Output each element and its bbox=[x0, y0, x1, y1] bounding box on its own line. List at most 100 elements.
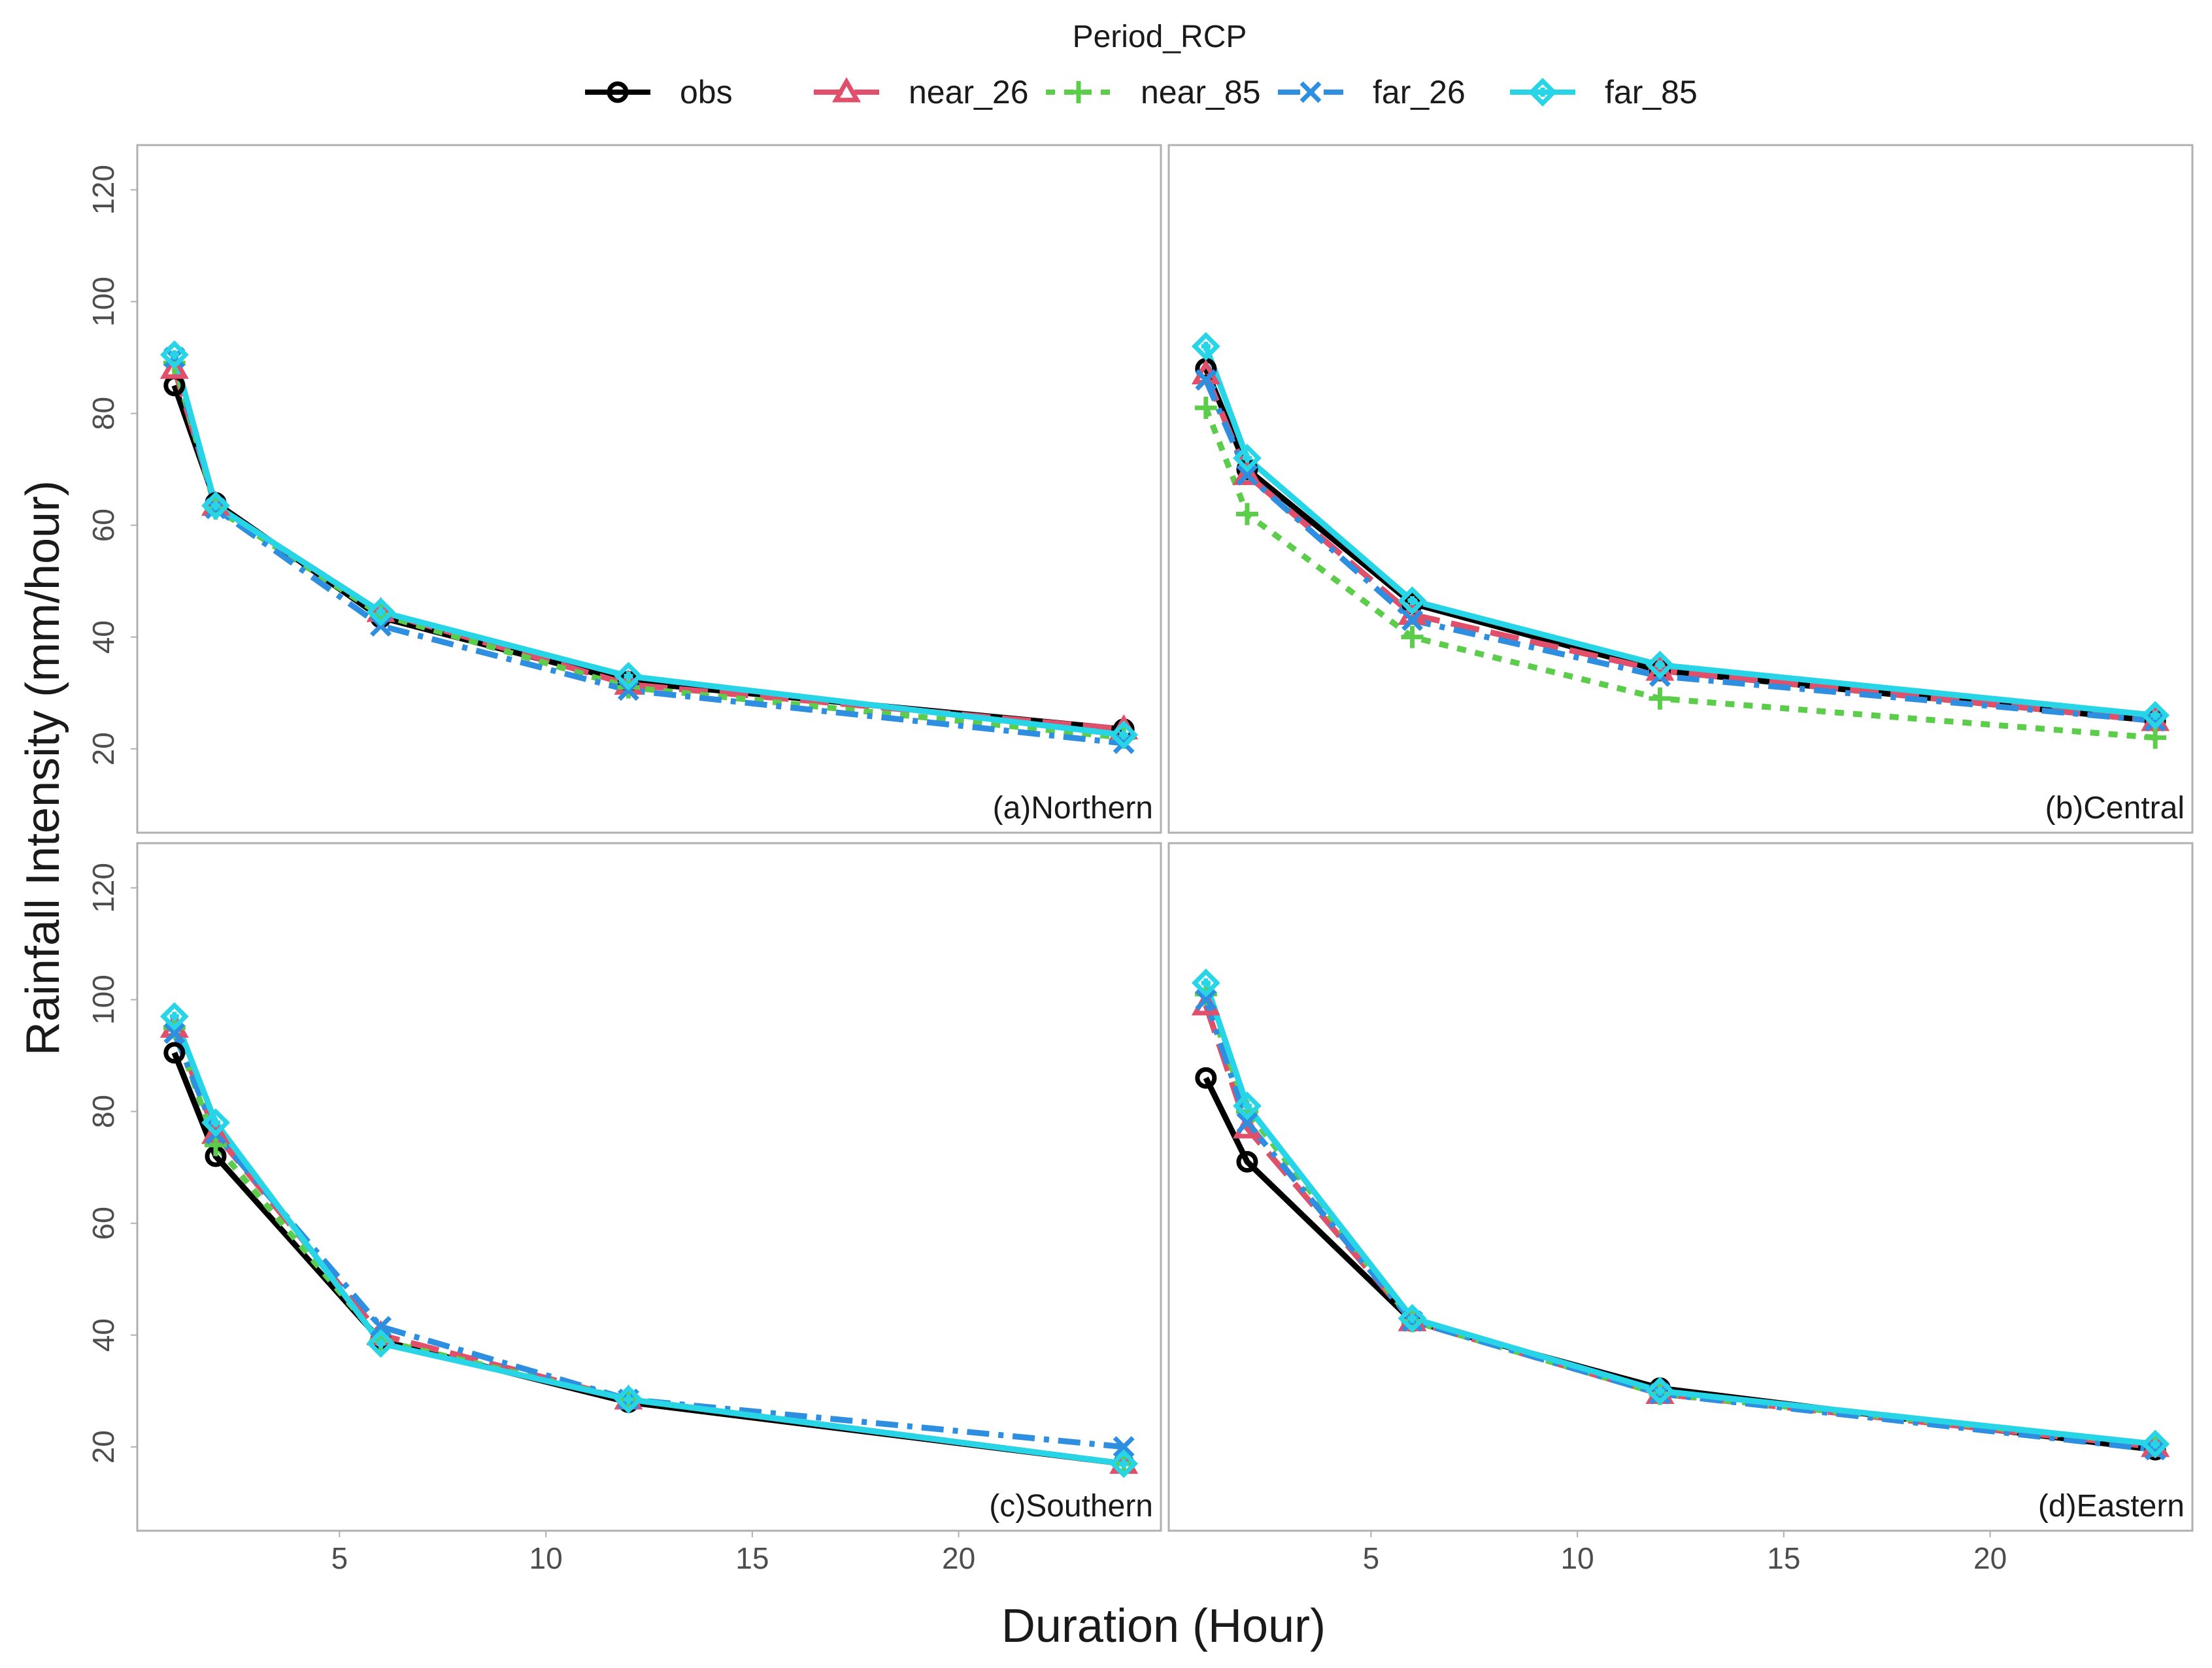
panel-label: (d)Eastern bbox=[2038, 1489, 2185, 1524]
point-far_26 bbox=[2144, 710, 2166, 732]
panel-frame bbox=[1167, 144, 2194, 834]
legend-label-obs: obs bbox=[680, 74, 733, 110]
series-line-far_26 bbox=[171, 1032, 1124, 1450]
point-far_85 bbox=[366, 597, 395, 627]
panel-anorthern: 20 40 60 80 100 120 (a)Northern bbox=[86, 144, 1162, 834]
point-far_85 bbox=[1407, 1313, 1417, 1323]
point-far_85 bbox=[1233, 1092, 1262, 1120]
point-far_26 bbox=[1113, 1436, 1135, 1458]
point-far_26 bbox=[1195, 369, 1217, 391]
point-far_26 bbox=[2144, 1439, 2166, 1461]
point-far_26 bbox=[370, 1316, 392, 1338]
legend-marker-far_85 bbox=[1528, 78, 1557, 107]
point-far_85 bbox=[1201, 341, 1211, 351]
panel-bcentral: (b)Central bbox=[1167, 144, 2194, 834]
panel-label: (b)Central bbox=[2045, 791, 2185, 826]
x-tick-label: 10 bbox=[1561, 1541, 1594, 1575]
panels: 20 40 60 80 100 120 (a)Northern (b)Central 20 40 6… bbox=[86, 144, 2194, 1575]
point-obs bbox=[1236, 1151, 1258, 1173]
point-far_85 bbox=[624, 671, 633, 681]
legend-label-near_85: near_85 bbox=[1141, 74, 1261, 110]
point-near_85 bbox=[1194, 396, 1217, 419]
point-far_85 bbox=[1398, 1304, 1427, 1333]
legend-entry-near_26: near_26 bbox=[814, 74, 1029, 110]
x-tick-label: 10 bbox=[529, 1541, 563, 1575]
point-far_85 bbox=[1398, 586, 1427, 616]
point-far_85 bbox=[1645, 650, 1675, 680]
y-tick-label: 60 bbox=[86, 509, 120, 542]
x-tick-label: 20 bbox=[942, 1541, 975, 1575]
panel-csouthern: 20 40 60 80 100 120 5 10 15 20 (c)Southern bbox=[86, 842, 1162, 1575]
point-far_85 bbox=[376, 1339, 386, 1348]
x-tick-label: 15 bbox=[735, 1541, 769, 1575]
x-tick-label: 5 bbox=[1363, 1541, 1380, 1575]
y-tick-label: 40 bbox=[86, 1318, 120, 1352]
point-far_85 bbox=[1233, 444, 1262, 473]
panel-frame bbox=[136, 842, 1162, 1532]
point-far_85 bbox=[1109, 1449, 1139, 1478]
panel-label: (c)Southern bbox=[989, 1489, 1153, 1524]
x-tick-label: 20 bbox=[1973, 1541, 2007, 1575]
y-axis-title: Rainfall Intensity (mm/hour) bbox=[17, 480, 69, 1056]
y-tick-label: 100 bbox=[86, 975, 120, 1025]
point-far_85 bbox=[1119, 1459, 1129, 1469]
legend-entry-near_85: near_85 bbox=[1046, 74, 1261, 110]
legend-marker-far_85 bbox=[1538, 88, 1547, 97]
point-far_85 bbox=[1242, 1101, 1252, 1110]
point-far_85 bbox=[1645, 1376, 1675, 1406]
legend-title: Period_RCP bbox=[1073, 20, 1247, 54]
point-far_85 bbox=[210, 1118, 220, 1127]
y-tick-label: 100 bbox=[86, 276, 120, 327]
point-far_85 bbox=[1242, 453, 1252, 463]
x-axis-title: Duration (Hour) bbox=[1001, 1600, 1326, 1652]
legend-marker-far_26 bbox=[1299, 81, 1322, 103]
point-far_85 bbox=[1201, 978, 1211, 988]
legend: Period_RCP obs near_26 near_85 far_26 far_85 bbox=[585, 20, 1698, 110]
point-near_85 bbox=[1235, 503, 1258, 525]
legend-marker-near_85 bbox=[1067, 81, 1090, 103]
series-line-near_85 bbox=[171, 362, 1124, 741]
point-far_26 bbox=[1236, 464, 1258, 486]
point-far_85 bbox=[1407, 596, 1417, 606]
y-tick-label: 20 bbox=[86, 732, 120, 765]
point-far_26 bbox=[1195, 989, 1217, 1010]
y-tick-label: 20 bbox=[86, 1430, 120, 1463]
point-far_26 bbox=[163, 1022, 186, 1044]
y-tick-label: 80 bbox=[86, 397, 120, 430]
point-far_85 bbox=[624, 1395, 633, 1405]
point-far_85 bbox=[1191, 331, 1220, 361]
legend-marker-near_26 bbox=[831, 76, 862, 103]
legend-entry-far_85: far_85 bbox=[1510, 74, 1698, 110]
legend-label-far_85: far_85 bbox=[1605, 74, 1698, 110]
y-tick-label: 40 bbox=[86, 620, 120, 654]
point-far_85 bbox=[201, 1108, 230, 1137]
point-far_85 bbox=[2141, 701, 2170, 730]
legend-label-far_26: far_26 bbox=[1373, 74, 1466, 110]
point-near_26 bbox=[159, 354, 189, 379]
point-obs bbox=[163, 1042, 186, 1064]
point-far_85 bbox=[210, 501, 220, 510]
point-near_26 bbox=[1232, 459, 1262, 486]
point-near_85 bbox=[1649, 687, 1671, 710]
point-far_26 bbox=[1236, 1112, 1258, 1134]
x-tick-label: 15 bbox=[1767, 1541, 1800, 1575]
point-near_85 bbox=[2144, 726, 2167, 749]
legend-entry-far_26: far_26 bbox=[1278, 74, 1466, 110]
point-far_85 bbox=[169, 1012, 179, 1022]
y-tick-label: 120 bbox=[86, 863, 120, 913]
legend-label-near_26: near_26 bbox=[909, 74, 1029, 110]
legend-entries: obs near_26 near_85 far_26 far_85 bbox=[585, 74, 1698, 110]
y-tick-label: 80 bbox=[86, 1095, 120, 1128]
point-far_85 bbox=[1655, 1386, 1665, 1396]
point-far_85 bbox=[1119, 730, 1129, 740]
y-tick-label: 120 bbox=[86, 165, 120, 215]
legend-entry-obs: obs bbox=[585, 74, 733, 110]
legend-marker-obs bbox=[607, 81, 629, 103]
point-far_26 bbox=[1401, 609, 1424, 631]
point-near_85 bbox=[204, 1133, 227, 1156]
point-far_85 bbox=[2141, 1429, 2170, 1459]
point-far_85 bbox=[1109, 720, 1139, 750]
point-far_85 bbox=[1655, 660, 1665, 670]
point-far_85 bbox=[614, 1385, 643, 1414]
